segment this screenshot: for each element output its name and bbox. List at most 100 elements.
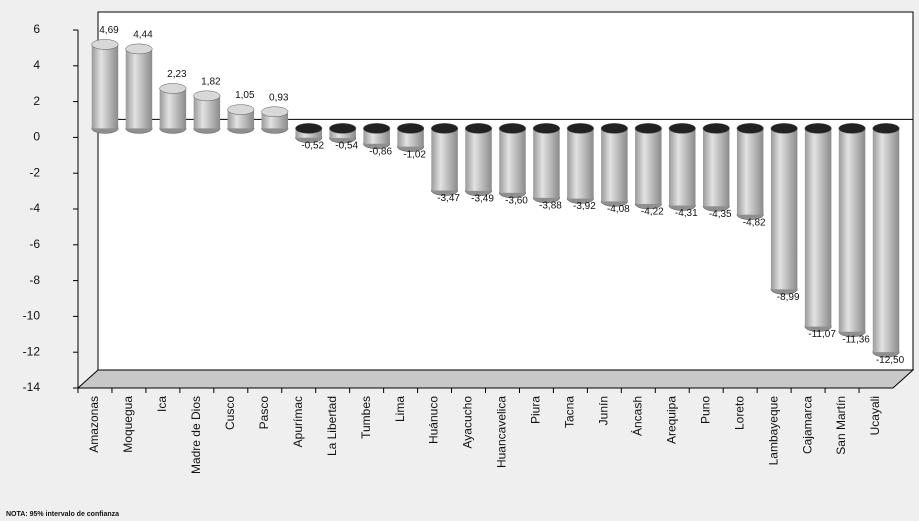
value-label: -0,54: [335, 141, 358, 152]
bar: [261, 106, 289, 134]
bar: [329, 123, 357, 144]
bar-body: [702, 128, 730, 207]
y-tick-label: -8: [29, 273, 40, 287]
bar-body: [159, 88, 187, 129]
y-tick-label: -10: [23, 309, 41, 323]
bar-cap: [872, 123, 900, 134]
bar: [770, 123, 798, 295]
bar: [227, 104, 255, 134]
value-label: -4,31: [675, 208, 698, 219]
x-tick-label: Lima: [393, 396, 407, 422]
bar-cap: [329, 123, 357, 134]
x-tick-label: Lambayeque: [766, 396, 780, 466]
bar-cap: [295, 123, 323, 134]
x-tick-label: Cusco: [223, 396, 237, 430]
value-label: -11,36: [842, 334, 870, 345]
bar-body: [804, 128, 832, 327]
x-tick-label: Ica: [155, 396, 169, 412]
x-tick-label: Piura: [529, 396, 543, 424]
value-label: -1,02: [403, 149, 426, 160]
value-label: -3,92: [573, 201, 596, 212]
bar: [363, 123, 391, 150]
x-tick-label: Junín: [597, 396, 611, 425]
value-label: 4,69: [99, 25, 119, 36]
bar-body: [499, 128, 526, 193]
y-tick-label: 4: [33, 58, 40, 72]
value-label: -3,88: [539, 200, 562, 211]
bar: [600, 123, 628, 207]
bar-body: [872, 128, 900, 353]
bar-body: [635, 128, 662, 204]
bar-body: [838, 128, 866, 332]
x-tick-label: La Libertad: [325, 396, 339, 456]
bar-cap: [159, 83, 187, 94]
x-tick-label: Arequipa: [664, 396, 678, 444]
bar-body: [193, 95, 221, 129]
x-tick-label: Puno: [698, 396, 712, 424]
bar-body: [736, 128, 764, 215]
value-label: 1,82: [201, 76, 221, 87]
x-tick-label: Madre de Dios: [189, 396, 203, 474]
bar-body: [567, 128, 594, 199]
bar-body: [770, 128, 798, 290]
y-tick-label: -14: [23, 380, 41, 394]
bar: [193, 90, 221, 134]
bar: [295, 123, 323, 143]
bar-cap: [600, 123, 628, 134]
bar: [838, 123, 866, 337]
bar-cap: [91, 39, 119, 50]
bar-cap: [804, 123, 832, 134]
bar: [465, 123, 493, 197]
x-tick-label: Amazonas: [87, 396, 101, 453]
x-tick-label: Áncash: [629, 396, 644, 436]
bar-cap: [634, 123, 662, 134]
bar-cap: [838, 123, 866, 134]
value-label: -4,22: [641, 207, 664, 218]
floor: [76, 369, 915, 389]
x-tick-label: Huancavelica: [495, 396, 509, 468]
value-label: -0,86: [369, 146, 392, 157]
value-label: -3,49: [471, 194, 494, 205]
bar-body: [125, 48, 153, 129]
bar: [532, 123, 560, 204]
bar: [566, 123, 594, 204]
bar-body: [533, 128, 560, 198]
bar-cap: [668, 123, 696, 134]
bar-cap: [363, 123, 391, 134]
bar-cap: [566, 123, 594, 134]
value-label: 1,05: [235, 90, 255, 101]
bar-body: [91, 44, 119, 129]
bar-cap: [125, 43, 153, 55]
bar-body: [227, 109, 255, 129]
value-label: 4,44: [133, 30, 153, 41]
x-tick-label: Ucayali: [868, 396, 882, 435]
x-tick-label: Cajamarca: [800, 396, 814, 454]
bar-body: [669, 128, 696, 206]
bar: [125, 43, 153, 134]
y-tick-label: -4: [29, 201, 40, 215]
x-tick-label: Huánuco: [427, 396, 441, 444]
bar: [498, 123, 526, 199]
bar-cap: [261, 106, 289, 118]
bar: [702, 123, 730, 212]
bar: [397, 123, 425, 152]
value-label: -4,82: [743, 217, 766, 228]
x-tick-label: Pasco: [257, 396, 271, 430]
note: NOTA: 95% intervalo de confianza: [6, 511, 119, 518]
value-label: -4,08: [607, 204, 630, 215]
bar-body: [465, 128, 492, 191]
value-label: -3,60: [505, 195, 528, 206]
value-label: -12,50: [876, 355, 905, 366]
bar: [91, 39, 119, 134]
bar: [872, 123, 900, 358]
y-tick-label: -6: [29, 237, 40, 251]
value-label: -8,99: [777, 292, 800, 303]
bar: [159, 83, 187, 134]
x-tick-label: Ayacucho: [461, 396, 475, 449]
value-label: -3,47: [437, 193, 460, 204]
bar: [431, 123, 459, 196]
value-label: -11,07: [808, 329, 836, 340]
x-tick-label: Tacna: [563, 396, 577, 428]
bar: [736, 123, 764, 220]
